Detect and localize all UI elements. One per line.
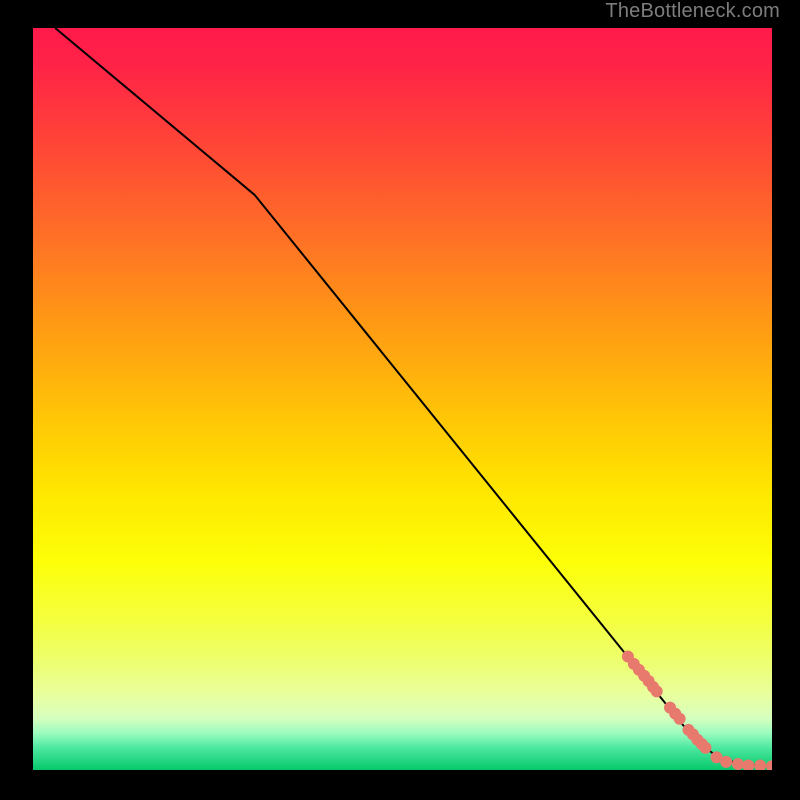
marker-point — [755, 760, 766, 770]
marker-point — [721, 756, 732, 767]
marker-point — [674, 713, 685, 724]
gradient-background — [33, 28, 772, 770]
marker-point — [743, 760, 754, 770]
plot-svg — [33, 28, 772, 770]
watermark-text: TheBottleneck.com — [605, 0, 780, 23]
marker-point — [733, 759, 744, 770]
marker-point — [651, 686, 662, 697]
marker-point — [700, 742, 711, 753]
chart-root: TheBottleneck.com — [0, 0, 800, 800]
plot-area — [33, 28, 772, 770]
